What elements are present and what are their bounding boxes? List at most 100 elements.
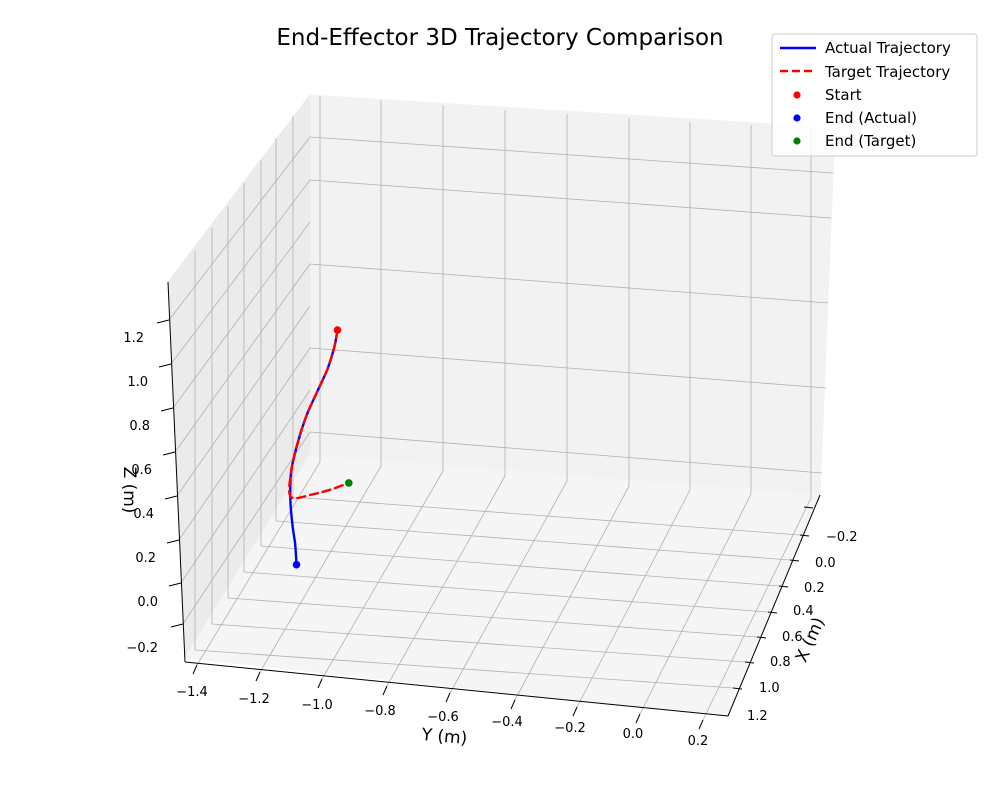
z-tick-mark [162,451,176,456]
floor-gridline [243,571,769,613]
z-tick-label: 1.2 [123,331,144,346]
back-gridline [309,179,832,219]
floor-gridline [194,649,734,689]
y-tick-mark [255,671,261,682]
back-gridline [309,263,829,304]
x-tick-label: 1.2 [747,709,768,724]
y-tick-mark [510,699,516,710]
z-tick-mark [170,623,184,628]
floor-gridline [259,465,382,673]
y-ticks: −1.4 −1.2 −1.0 −0.8 −0.6 −0.4 −0.2 0.0 0.2 [176,664,708,749]
z-tick-mark [156,319,170,324]
z-tick-mark [166,539,180,544]
side-gridline [180,389,311,584]
z-tick-label: −0.2 [126,641,158,656]
z-tick-mark [168,582,182,587]
side-gridline [178,347,311,541]
side-gridline [172,221,311,409]
back-gridline [309,347,827,389]
side-gridline [174,263,311,453]
z-tick-mark [160,407,174,412]
y-tick-label: −0.4 [491,715,523,730]
x-tick-label: −0.2 [826,530,858,545]
x-tick-mark [756,636,767,639]
y-tick-mark [635,713,641,724]
floor-gridline [196,461,321,666]
x-tick-mark [732,687,743,690]
z-tick-label: 0.4 [133,507,154,522]
floor-gridline [702,497,812,721]
x-tick-label: 0.6 [782,630,803,645]
end-actual-marker [292,560,301,569]
z-tick-label: 1.0 [127,375,148,390]
y-tick-label: −1.2 [238,692,270,707]
legend-label-target: Target Trajectory [824,63,950,81]
floor-gridline [275,520,791,561]
y-tick-label: −0.2 [554,721,586,736]
y-axis-label: Y (m) [420,725,468,749]
legend-swatch-start [793,91,801,99]
gridlines [168,96,834,721]
z-axis-label: Z (m) [119,467,139,514]
marker-layer [292,326,353,569]
axes-panes [167,93,836,717]
floor-gridline [227,597,758,638]
y-tick-mark [192,664,198,675]
floor-gridline [321,470,444,680]
x-tick-mark [744,661,755,664]
legend-label-end-target: End (Target) [825,132,916,150]
y-tick-mark [445,692,451,703]
legend-swatch-end-target [793,137,801,145]
y-tick-mark [382,685,388,696]
floor-gridline [514,485,630,701]
x-tick-label: 0.8 [770,655,791,670]
floor-gridline [639,493,752,715]
y-tick-label: 0.0 [623,727,644,742]
y-tick-label: −0.8 [364,704,396,719]
z-tick-label: 0.2 [135,551,156,566]
floor-gridline [260,545,780,587]
y-tick-label: −1.0 [301,698,333,713]
axis-lines [167,281,821,717]
x-ticks: −0.2 0.0 0.2 0.4 0.6 0.8 1.0 1.2 [732,506,858,724]
side-gridline [170,179,311,365]
floor-gridline [576,489,691,708]
back-gridline [309,136,834,174]
series-layer [287,328,350,566]
side-gridline [182,431,311,625]
x-tick-label: 0.4 [793,604,814,619]
z-tick-label: 0.8 [129,419,150,434]
y-tick-mark [698,719,704,730]
y-tick-mark [317,678,323,689]
legend-label-actual: Actual Trajectory [825,39,951,57]
x-tick-label: 0.2 [804,581,825,596]
x-axis-line [727,494,821,717]
y-tick-mark [572,706,578,717]
side-gridline [168,136,311,321]
x-tick-mark [789,559,800,562]
legend: Actual Trajectory Target Trajectory Star… [771,33,978,157]
z-tick-label: 0.0 [137,595,158,610]
z-axis-line [167,281,186,663]
z-tick-mark [158,363,172,368]
legend-label-end-actual: End (Actual) [825,109,917,127]
x-tick-label: 0.0 [815,556,836,571]
series-line-target [287,328,350,500]
x-tick-mark [767,611,778,614]
y-tick-label: −0.6 [427,710,459,725]
z-tick-mark [164,495,178,500]
floor-gridline [211,623,746,663]
y-tick-label: −1.4 [176,685,208,700]
x-tick-mark [799,534,810,537]
chart-title: End-Effector 3D Trajectory Comparison [276,25,723,51]
floor-gridline [292,496,801,536]
legend-box [771,33,978,157]
legend-swatch-end-actual [793,114,801,122]
back-gridline [309,431,823,474]
end-target-marker [345,479,353,487]
floor-gridline [386,475,506,687]
side-gridline [176,305,311,497]
x-tick-mark [778,585,789,588]
start-marker [333,326,342,334]
